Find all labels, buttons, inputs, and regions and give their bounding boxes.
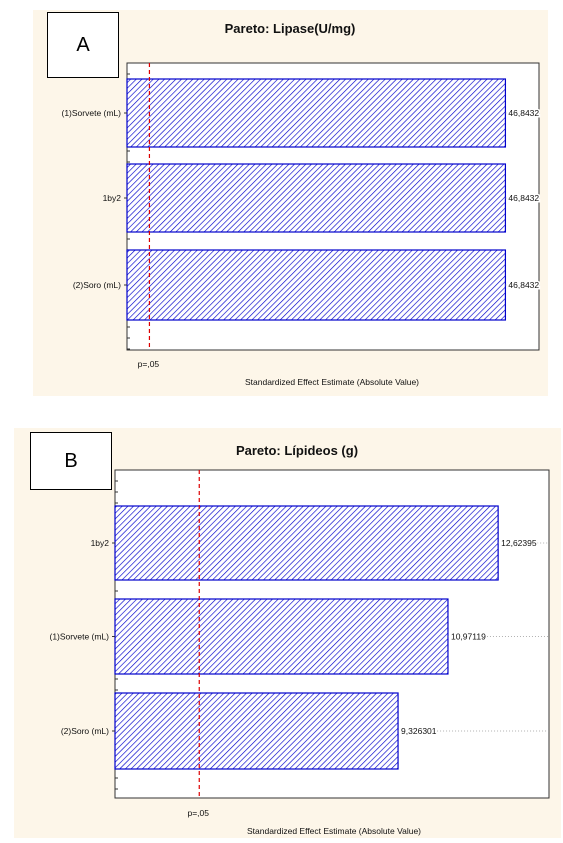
data-label: 46,8432 (508, 108, 539, 118)
data-label: 46,8432 (508, 280, 539, 290)
data-label: 12,62395 (501, 538, 537, 548)
panel-letter-b: B (30, 432, 112, 490)
threshold-label: p=,05 (138, 359, 160, 369)
category-label: 1by2 (103, 193, 122, 203)
category-label: (2)Soro (mL) (73, 280, 121, 290)
bar (126, 78, 507, 148)
chart-title: Pareto: Lípideos (g) (236, 443, 358, 458)
x-axis-label: Standardized Effect Estimate (Absolute V… (245, 377, 419, 387)
category-label: (1)Sorvete (mL) (61, 108, 121, 118)
category-label: (2)Soro (mL) (61, 726, 109, 736)
category-label: 1by2 (91, 538, 110, 548)
data-label: 9,326301 (401, 726, 437, 736)
category-label: (1)Sorvete (mL) (49, 632, 109, 642)
bar (126, 163, 507, 233)
bar (114, 598, 449, 675)
x-axis-label: Standardized Effect Estimate (Absolute V… (247, 826, 421, 836)
threshold-label: p=,05 (187, 808, 209, 818)
chart-title: Pareto: Lipase(U/mg) (225, 21, 356, 36)
data-label: 10,97119 (451, 632, 486, 642)
panel-letter-a: A (47, 12, 119, 78)
bar (114, 692, 399, 770)
bar (114, 505, 499, 581)
data-label: 46,8432 (508, 193, 539, 203)
